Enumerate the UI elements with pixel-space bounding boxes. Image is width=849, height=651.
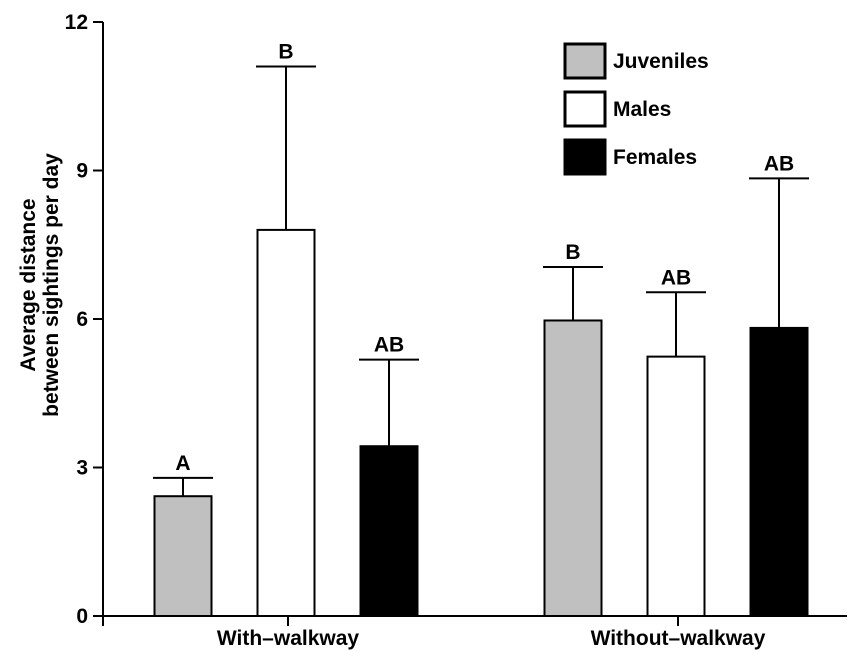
- y-tick-label: 3: [76, 457, 88, 480]
- y-tick-label: 9: [76, 160, 88, 183]
- bar-females: [359, 445, 419, 617]
- y-axis-title: Average distance between sightings per da…: [17, 153, 63, 417]
- legend: Juveniles Males Females: [563, 42, 709, 176]
- y-axis-title-group: Average distance between sightings per da…: [17, 153, 63, 417]
- significance-label: AB: [661, 266, 691, 289]
- y-tick-label: 0: [76, 605, 88, 628]
- significance-label: B: [565, 241, 580, 264]
- bar-females: [749, 326, 809, 617]
- x-tick-label: Without–walkway: [591, 627, 766, 650]
- significance-label: AB: [374, 334, 404, 357]
- bar-juveniles: [543, 319, 603, 617]
- legend-label: Females: [613, 146, 697, 169]
- legend-swatch-females: [563, 138, 607, 176]
- legend-swatch-juveniles: [563, 42, 607, 80]
- legend-swatch-males: [563, 90, 607, 128]
- y-axis-title-line1: Average distance: [17, 198, 40, 371]
- y-tick-label: 12: [65, 11, 88, 34]
- bar-males: [646, 355, 706, 617]
- axes: 0 3 6 9 12 With–walkway Without–walkway: [65, 11, 847, 650]
- significance-label: A: [175, 452, 190, 475]
- y-tick-label: 6: [76, 308, 88, 331]
- bar-juveniles: [153, 495, 213, 617]
- y-axis-title-line2: between sightings per day: [40, 153, 63, 417]
- significance-label: AB: [764, 152, 794, 175]
- significance-label: B: [278, 41, 293, 64]
- bar-males: [256, 228, 316, 617]
- legend-label: Males: [613, 98, 671, 121]
- legend-label: Juveniles: [613, 50, 709, 73]
- x-tick-label: With–walkway: [217, 627, 360, 650]
